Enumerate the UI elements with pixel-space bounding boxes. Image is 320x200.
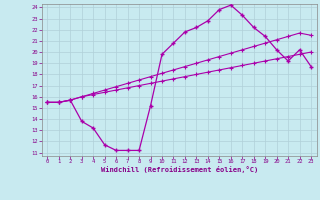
X-axis label: Windchill (Refroidissement éolien,°C): Windchill (Refroidissement éolien,°C) xyxy=(100,166,258,173)
